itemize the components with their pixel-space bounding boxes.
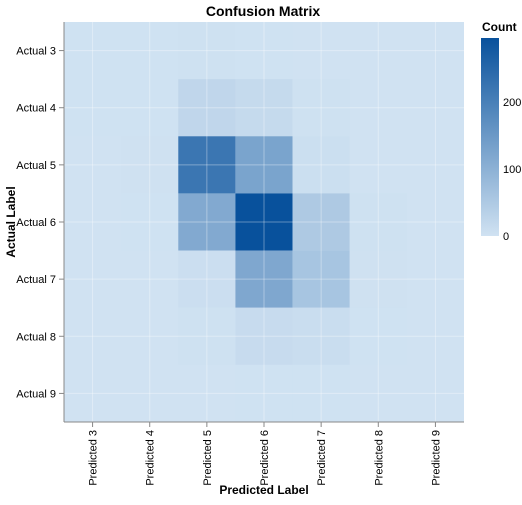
y-tick-label: Actual 5 bbox=[16, 160, 56, 172]
heatmap-cell bbox=[64, 22, 122, 80]
heatmap-cell bbox=[178, 22, 236, 80]
heatmap-cell bbox=[64, 79, 122, 137]
heatmap-cell bbox=[178, 364, 236, 422]
heatmap-cell bbox=[64, 193, 122, 251]
heatmap-cell bbox=[406, 250, 464, 308]
x-tick-label: Predicted 9 bbox=[430, 430, 442, 486]
heatmap-cell bbox=[406, 307, 464, 365]
heatmap-cell bbox=[349, 79, 407, 137]
heatmap-cell bbox=[64, 307, 122, 365]
heatmap-cell bbox=[178, 79, 236, 137]
x-tick-label: Predicted 6 bbox=[259, 430, 271, 486]
y-tick-label: Actual 9 bbox=[16, 388, 56, 400]
gridlines bbox=[64, 22, 464, 422]
heatmap-cell bbox=[121, 364, 179, 422]
heatmap-cell bbox=[349, 307, 407, 365]
y-tick-labels: Actual 3 Actual 4 Actual 5 Actual 6 Actual 7… bbox=[16, 46, 64, 400]
colorbar-title: Count bbox=[482, 20, 517, 34]
x-tick-label: Predicted 4 bbox=[145, 430, 157, 486]
heatmap-cell bbox=[292, 193, 350, 251]
heatmap-cell bbox=[349, 193, 407, 251]
heatmap-cell bbox=[235, 79, 293, 137]
heatmap-cells bbox=[64, 22, 464, 422]
colorbar: Count 0 100 200 bbox=[481, 20, 521, 243]
heatmap-cell bbox=[178, 136, 236, 194]
heatmap-cell bbox=[235, 136, 293, 194]
heatmap-cell bbox=[406, 364, 464, 422]
y-tick-label: Actual 7 bbox=[16, 274, 56, 286]
x-tick-label: Predicted 7 bbox=[316, 430, 328, 486]
heatmap-cell bbox=[406, 136, 464, 194]
chart-title: Confusion Matrix bbox=[206, 3, 321, 19]
colorbar-ticks: 0 100 200 bbox=[503, 97, 521, 243]
heatmap-cell bbox=[64, 250, 122, 308]
heatmap-cell bbox=[292, 79, 350, 137]
heatmap-cell bbox=[235, 364, 293, 422]
heatmap-cell bbox=[406, 193, 464, 251]
heatmap-cell bbox=[292, 364, 350, 422]
colorbar-gradient bbox=[481, 38, 499, 236]
x-tick-label: Predicted 5 bbox=[202, 430, 214, 486]
heatmap-cell bbox=[121, 79, 179, 137]
heatmap-cell bbox=[292, 136, 350, 194]
y-tick-label: Actual 4 bbox=[16, 103, 56, 115]
heatmap-cell bbox=[292, 250, 350, 308]
x-tick-label: Predicted 3 bbox=[88, 430, 100, 486]
heatmap-cell bbox=[349, 136, 407, 194]
heatmap-cell bbox=[292, 22, 350, 80]
heatmap-cell bbox=[178, 250, 236, 308]
y-axis-label: Actual Label bbox=[4, 186, 18, 257]
heatmap-cell bbox=[349, 250, 407, 308]
heatmap-cell bbox=[178, 193, 236, 251]
y-tick-label: Actual 3 bbox=[16, 46, 56, 58]
y-tick-label: Actual 8 bbox=[16, 331, 56, 343]
y-tick-label: Actual 6 bbox=[16, 217, 56, 229]
heatmap-cell bbox=[121, 22, 179, 80]
x-tick-label: Predicted 8 bbox=[373, 430, 385, 486]
heatmap-cell bbox=[349, 22, 407, 80]
heatmap-cell bbox=[235, 193, 293, 251]
x-axis-label: Predicted Label bbox=[219, 483, 308, 497]
heatmap-cell bbox=[178, 307, 236, 365]
heatmap-cell bbox=[292, 307, 350, 365]
heatmap-cell bbox=[121, 193, 179, 251]
x-tick-labels: Predicted 3 Predicted 4 Predicted 5 Predict… bbox=[88, 422, 442, 486]
heatmap-cell bbox=[235, 22, 293, 80]
colorbar-tick-label: 100 bbox=[503, 164, 521, 176]
heatmap-cell bbox=[121, 136, 179, 194]
heatmap-cell bbox=[121, 307, 179, 365]
heatmap-cell bbox=[121, 250, 179, 308]
heatmap-cell bbox=[406, 22, 464, 80]
colorbar-tick-label: 200 bbox=[503, 97, 521, 109]
heatmap-cell bbox=[349, 364, 407, 422]
heatmap-cell bbox=[235, 250, 293, 308]
colorbar-tick-label: 0 bbox=[503, 231, 509, 243]
heatmap-cell bbox=[64, 364, 122, 422]
heatmap-cell bbox=[235, 307, 293, 365]
heatmap-cell bbox=[406, 79, 464, 137]
heatmap-cell bbox=[64, 136, 122, 194]
